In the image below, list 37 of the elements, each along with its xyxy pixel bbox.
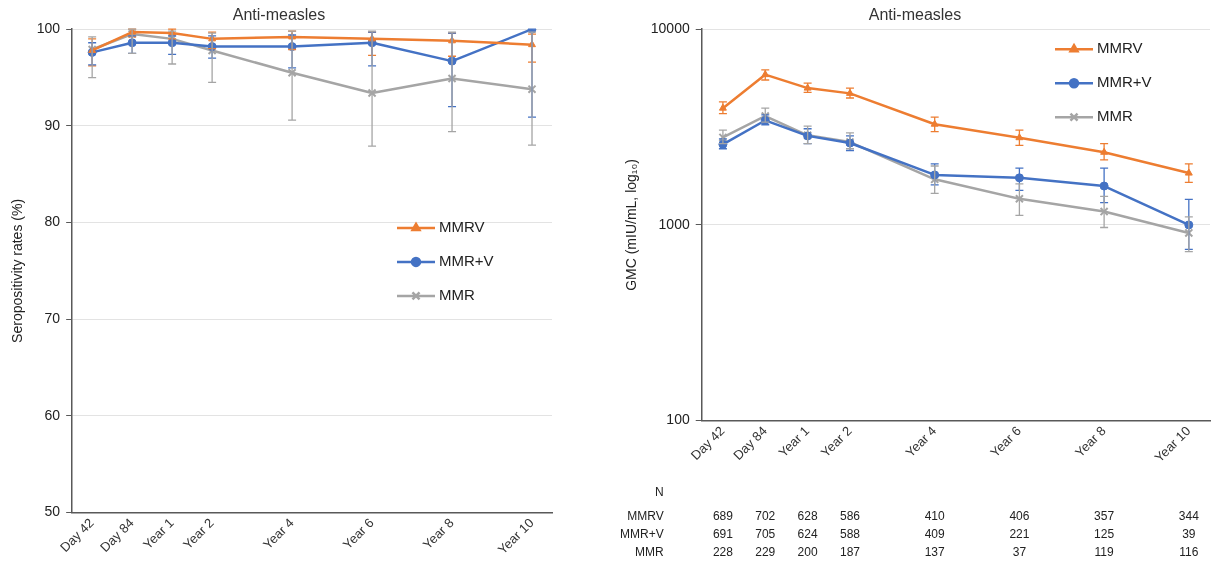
x-tick-label: Year 6	[987, 423, 1025, 461]
text: MMR 228 229 200 187 137 37 119 116	[635, 544, 1199, 559]
text: MMRV 689 702 628 586 410 406 357 344	[627, 508, 1199, 523]
y-tick-label: 80	[44, 213, 61, 230]
y-axis-title: GMC (mIU/mL, log₁₀)	[623, 158, 640, 291]
x-tick-label: Year 10	[494, 515, 537, 558]
x-tick-label: Year 2	[817, 423, 855, 461]
x-tick-label: Day 84	[97, 515, 137, 555]
y-tick-label: 1000	[658, 215, 690, 232]
x-tick-label: Year 2	[179, 515, 217, 553]
legend-label: MMR	[1097, 107, 1133, 125]
y-tick-label: 90	[44, 116, 61, 133]
legend-label: MMR+V	[439, 252, 494, 270]
legend-label: MMRV	[439, 218, 485, 236]
y-tick-label: 10000	[650, 20, 690, 37]
x-tick-label: Year 4	[259, 515, 297, 553]
x-tick-label: Year 6	[339, 515, 377, 553]
text: MMR+V 691 705 624 588 409 221 125 39	[620, 526, 1196, 541]
x-tick-label: Year 1	[139, 515, 177, 553]
x-tick-label: Year 4	[902, 423, 940, 461]
legend-label: MMRV	[1097, 39, 1143, 57]
y-tick-label: 100	[36, 20, 61, 37]
chart-title: Anti-measles	[868, 6, 962, 24]
x-tick-label: Day 84	[730, 423, 770, 463]
x-tick-label: Year 1	[775, 423, 813, 461]
x-tick-label: Year 8	[1071, 423, 1109, 461]
x-tick-label: Year 10	[1151, 423, 1194, 466]
x-tick-label: Day 42	[687, 423, 728, 463]
chart-title: Anti-measles	[232, 6, 326, 24]
y-tick-label: 60	[44, 406, 61, 423]
legend-label: MMR+V	[1097, 73, 1152, 91]
y-axis-title: Seropositivity rates (%)	[9, 198, 26, 343]
legend-label: MMR	[439, 286, 475, 304]
y-tick-label: 70	[44, 310, 61, 327]
x-tick-label: Year 8	[419, 515, 457, 553]
text: N	[655, 484, 664, 499]
y-tick-label: 100	[666, 411, 690, 428]
